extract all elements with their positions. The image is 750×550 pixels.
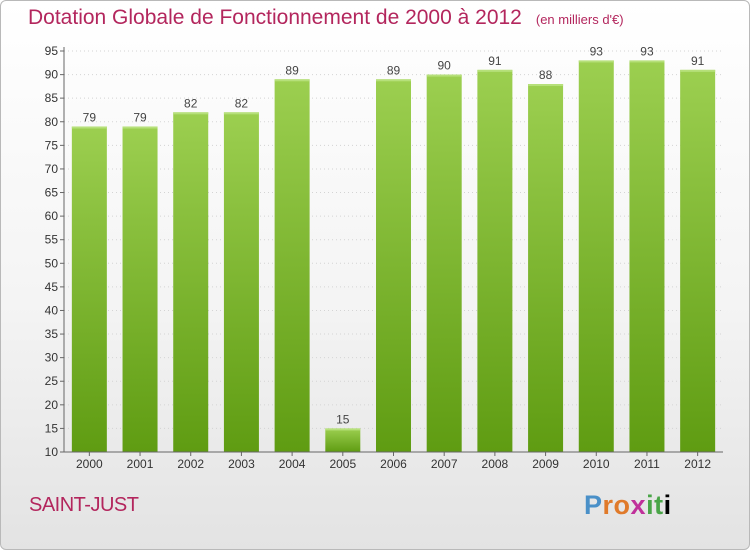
bar-highlight	[223, 112, 259, 115]
y-tick-label: 25	[45, 374, 59, 388]
y-tick-label: 95	[45, 44, 59, 58]
y-tick-label: 60	[45, 209, 59, 223]
x-tick-label-2000: 2000	[76, 457, 103, 471]
title-text: Dotation Globale de Fonctionnement de 20…	[28, 6, 522, 29]
bar-2010	[578, 60, 614, 452]
y-axis: 10 15 20 25 30 35 40 45 50 55 60 65 70 75 80 85 90 95	[45, 44, 65, 459]
bar-highlight	[71, 126, 107, 129]
x-tick-label-2005: 2005	[329, 457, 356, 471]
x-tick-label-2010: 2010	[583, 457, 610, 471]
y-tick-label: 85	[45, 91, 59, 105]
y-tick-label: 80	[45, 115, 59, 129]
bar-2002	[173, 112, 209, 453]
data-label-2000: 79	[83, 110, 97, 124]
bar-highlight	[629, 60, 665, 63]
bar-2008	[477, 69, 513, 452]
bars: 79 79 82 82 89 15 89 90 91 88 93 93 91	[71, 44, 716, 453]
x-tick-label-2004: 2004	[279, 457, 306, 471]
x-axis: 2000 2001 2002 2003 2004 2005 2006 2007 2008 2009…	[64, 451, 723, 471]
bar-highlight	[274, 79, 310, 82]
bar-2007	[426, 74, 462, 453]
bar-2009	[528, 84, 564, 452]
bar-highlight	[477, 69, 513, 72]
bar-2004	[274, 79, 310, 453]
y-tick-label: 10	[45, 445, 59, 459]
bar-highlight	[173, 112, 209, 115]
y-tick-label: 65	[45, 186, 59, 200]
x-tick-label-2006: 2006	[380, 457, 407, 471]
data-label-2012: 91	[691, 54, 705, 68]
y-tick-label: 15	[45, 421, 59, 435]
x-tick-label-2011: 2011	[634, 457, 660, 471]
y-tick-label: 40	[45, 303, 59, 317]
y-tick-label: 50	[45, 256, 59, 270]
y-tick-label: 70	[45, 162, 59, 176]
y-tick-label: 35	[45, 327, 59, 341]
x-tick-label-2012: 2012	[684, 457, 711, 471]
x-tick-label-2009: 2009	[532, 457, 559, 471]
data-label-2011: 93	[640, 44, 654, 58]
chart-title: Dotation Globale de Fonctionnement de 20…	[28, 6, 624, 30]
bar-2012	[680, 69, 716, 452]
data-label-2010: 93	[590, 44, 604, 58]
data-label-2008: 91	[488, 54, 502, 68]
unit-label: (en milliers d'€)	[535, 12, 624, 27]
y-tick-label: 90	[45, 68, 59, 82]
bar-highlight	[376, 79, 411, 82]
bar-2001	[122, 126, 158, 452]
data-label-2004: 89	[285, 63, 299, 77]
bar-highlight	[528, 84, 564, 87]
data-label-2001: 79	[133, 110, 147, 124]
y-tick-label: 75	[45, 138, 59, 152]
x-tick-label-2003: 2003	[228, 457, 255, 471]
bar-highlight	[122, 126, 158, 129]
bar-2003	[223, 112, 259, 453]
commune-name: SAINT-JUST	[29, 494, 139, 516]
bar-2006	[376, 79, 411, 453]
bar-2000	[71, 126, 107, 452]
y-tick-label: 45	[45, 280, 59, 294]
bar-2005	[325, 428, 361, 452]
data-label-2006: 89	[387, 63, 401, 77]
x-tick-label-2008: 2008	[482, 457, 509, 471]
y-tick-label: 55	[45, 233, 59, 247]
data-label-2002: 82	[184, 96, 198, 110]
x-tick-label-2002: 2002	[177, 457, 204, 471]
data-label-2009: 88	[539, 68, 553, 82]
y-tick-label: 20	[45, 398, 59, 412]
x-tick-label-2001: 2001	[127, 457, 154, 471]
y-tick-label: 30	[45, 351, 59, 365]
bar-highlight	[680, 69, 716, 72]
data-label-2003: 82	[235, 96, 249, 110]
bar-highlight	[325, 428, 361, 431]
data-label-2005: 15	[336, 412, 350, 426]
bar-highlight	[578, 60, 614, 63]
x-tick-label-2007: 2007	[431, 457, 458, 471]
proxiti-logo: Proxiti	[584, 490, 672, 520]
data-label-2007: 90	[438, 59, 452, 73]
bar-2011	[629, 60, 665, 452]
bar-highlight	[426, 74, 462, 77]
